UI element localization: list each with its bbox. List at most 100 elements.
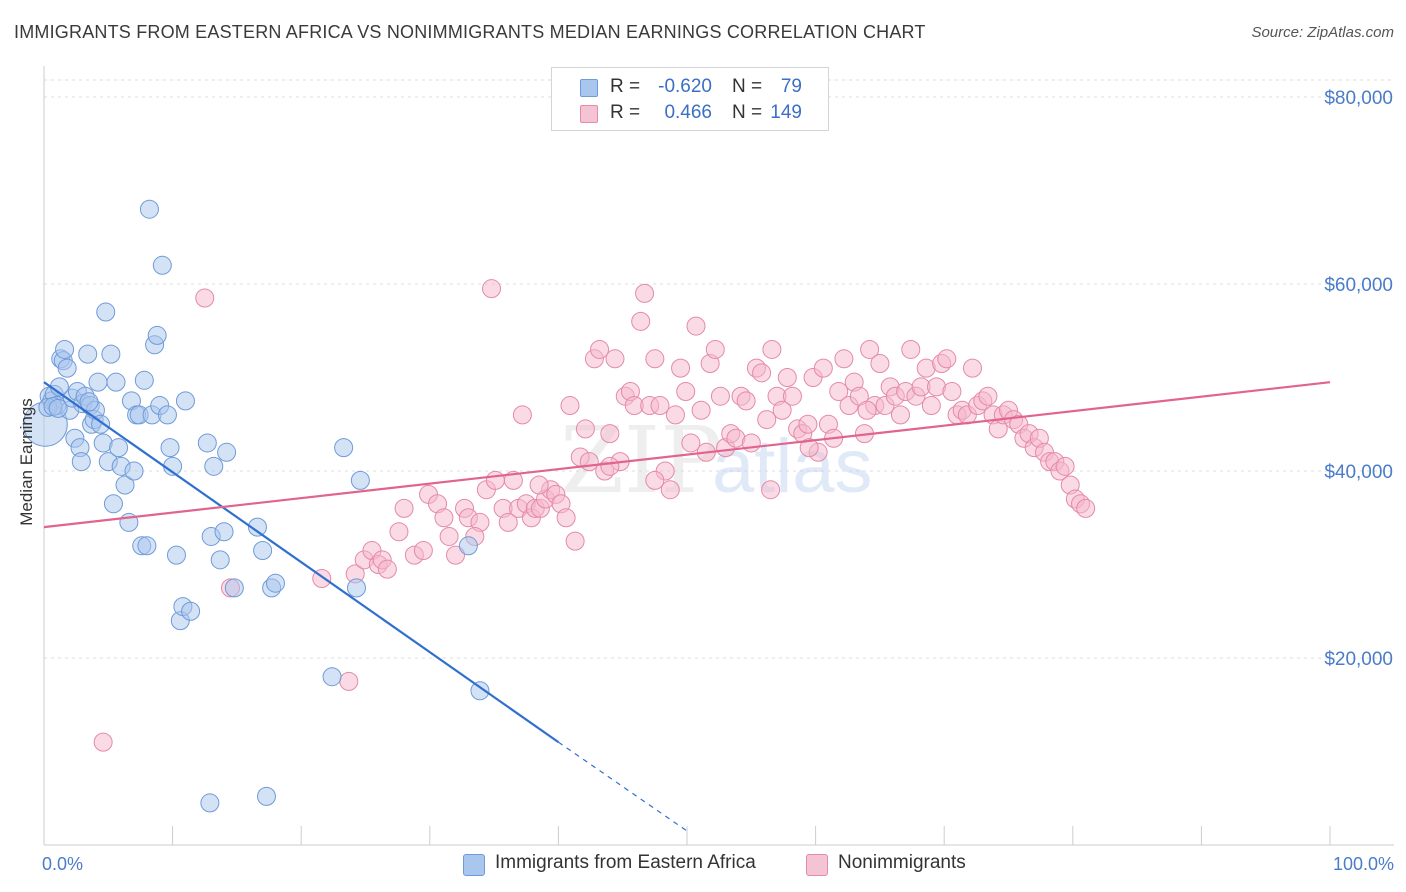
nonimmigrants-point [681, 433, 701, 453]
nonimmigrants-point [195, 288, 215, 308]
immigrants-point [147, 325, 167, 345]
nonimmigrants-point [857, 400, 877, 420]
nonimmigrants-point [870, 353, 890, 373]
y-tick-label: $60,000 [1324, 275, 1393, 296]
immigrants-trend-line [43, 381, 560, 744]
legend-r-value: 0.466 [664, 102, 712, 123]
bottom-legend-swatch-blue [463, 854, 485, 876]
immigrants-point [166, 545, 186, 565]
immigrants-point [322, 667, 342, 687]
nonimmigrants-point [579, 452, 599, 472]
immigrants-point [160, 438, 180, 458]
legend-r-label: R = [610, 76, 641, 97]
immigrants-point [197, 433, 217, 453]
nonimmigrants-point [503, 470, 523, 490]
immigrants-point [115, 475, 135, 495]
immigrants-point [79, 392, 99, 412]
nonimmigrants-point [782, 386, 802, 406]
immigrants-point [88, 372, 108, 392]
nonimmigrants-point [860, 339, 880, 359]
nonimmigrants-point [901, 339, 921, 359]
nonimmigrants-point [834, 349, 854, 369]
immigrants-trend-extension [558, 741, 688, 832]
nonimmigrants-point [705, 339, 725, 359]
bottom-legend-swatch-pink [806, 854, 828, 876]
immigrants-points [22, 199, 490, 813]
nonimmigrants-trend-line [43, 381, 1331, 529]
nonimmigrants-point [446, 545, 466, 565]
bottom-legend-label: Immigrants from Eastern Africa [495, 852, 756, 873]
immigrants-point [334, 438, 354, 458]
nonimmigrants-point [761, 480, 781, 500]
nonimmigrants-point [937, 349, 957, 369]
chart-title: IMMIGRANTS FROM EASTERN AFRICA VS NONIMM… [14, 22, 926, 42]
nonimmigrants-point [777, 368, 797, 387]
nonimmigrants-point [676, 382, 696, 402]
nonimmigrants-point [671, 358, 691, 378]
immigrants-point [265, 573, 285, 593]
nonimmigrants-point [556, 508, 576, 528]
nonimmigrants-point [498, 512, 518, 532]
immigrants-point [253, 540, 273, 560]
nonimmigrants-point [921, 396, 941, 416]
nonimmigrants-point [942, 382, 962, 402]
nonimmigrants-point [772, 400, 792, 420]
immigrants-point [55, 339, 75, 359]
nonimmigrants-point [660, 480, 680, 500]
nonimmigrants-point [600, 456, 620, 476]
source-label: Source: ZipAtlas.com [1251, 24, 1394, 41]
nonimmigrants-point [650, 396, 670, 416]
nonimmigrants-point [762, 339, 782, 359]
nonimmigrants-point [413, 540, 433, 560]
legend-swatch-blue [580, 79, 598, 97]
legend-n-value: 149 [770, 102, 802, 123]
immigrants-point [224, 578, 244, 598]
legend-n-label: N = [732, 102, 763, 123]
immigrants-point [101, 344, 121, 364]
immigrants-point [96, 302, 116, 322]
nonimmigrants-point [394, 498, 414, 518]
nonimmigrants-point [389, 522, 409, 542]
trend-lines [43, 381, 1331, 832]
immigrants-point [109, 438, 129, 458]
nonimmigrants-point [631, 311, 651, 331]
legend-n-label: N = [732, 76, 763, 97]
nonimmigrants-point [439, 526, 459, 546]
legend: R = -0.620 N = 79 R = 0.466 N = 149 [551, 67, 829, 131]
immigrants-point [247, 517, 267, 537]
nonimmigrants-point [600, 424, 620, 444]
nonimmigrants-point [1055, 456, 1075, 476]
nonimmigrants-point [635, 283, 655, 303]
x-tick-label: 100.0% [1333, 854, 1394, 874]
nonimmigrants-point [645, 349, 665, 369]
axes [43, 66, 1394, 846]
nonimmigrants-point [757, 410, 777, 430]
nonimmigrants-points [93, 279, 1096, 752]
immigrants-point [210, 550, 230, 570]
immigrants-point [181, 601, 201, 621]
immigrants-point [256, 786, 276, 806]
bottom-legend-label: Nonimmigrants [838, 852, 966, 873]
nonimmigrants-point [799, 438, 819, 458]
nonimmigrants-point [829, 382, 849, 402]
y-tick-label: $80,000 [1324, 88, 1393, 109]
immigrants-point [346, 578, 366, 598]
immigrants-point [139, 199, 159, 219]
nonimmigrants-point [752, 363, 772, 383]
y-tick-label: $20,000 [1324, 649, 1393, 670]
y-axis-label: Median Earnings [17, 398, 36, 526]
immigrants-point [71, 452, 91, 472]
immigrants-point [350, 470, 370, 490]
immigrants-point [78, 344, 98, 364]
nonimmigrants-point [560, 396, 580, 416]
nonimmigrants-point [798, 414, 818, 434]
immigrants-point [152, 255, 172, 275]
nonimmigrants-point [736, 391, 756, 411]
nonimmigrants-point [962, 358, 982, 378]
nonimmigrants-point [485, 470, 505, 490]
nonimmigrants-point [93, 732, 113, 752]
nonimmigrants-point [890, 405, 910, 425]
gridlines [44, 79, 1394, 659]
nonimmigrants-point [434, 508, 454, 528]
nonimmigrants-point [978, 386, 998, 406]
